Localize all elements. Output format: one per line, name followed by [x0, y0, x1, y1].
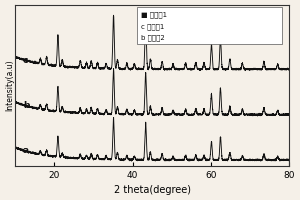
- Text: b 对比例2: b 对比例2: [141, 35, 164, 41]
- Text: ■ 实施例1: ■ 实施例1: [141, 11, 167, 18]
- Text: a: a: [23, 146, 29, 155]
- Text: ■ 实施例1: ■ 实施例1: [141, 11, 167, 18]
- Text: c 对比例1: c 对比例1: [141, 23, 164, 30]
- Text: c 对比例1: c 对比例1: [141, 23, 164, 30]
- Bar: [137, 7, 282, 44]
- Text: b: b: [23, 101, 29, 110]
- Y-axis label: Intensity(a.u): Intensity(a.u): [5, 59, 14, 111]
- Text: c: c: [23, 56, 28, 65]
- X-axis label: 2 theta(degree): 2 theta(degree): [114, 185, 191, 195]
- Text: b 对比例2: b 对比例2: [141, 35, 164, 41]
